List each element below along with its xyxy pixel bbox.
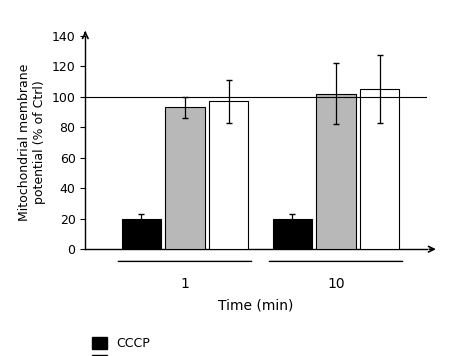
Bar — [316, 94, 356, 249]
Text: 10: 10 — [327, 277, 345, 290]
Legend: CCCP, C5a 100, C3a 1000: CCCP, C5a 100, C3a 1000 — [91, 337, 177, 356]
Bar — [273, 219, 312, 249]
Bar — [165, 107, 205, 249]
Y-axis label: Mitochondrial membrane
potential (% of Ctrl): Mitochondrial membrane potential (% of C… — [18, 64, 46, 221]
Bar — [360, 89, 400, 249]
Text: Time (min): Time (min) — [218, 298, 294, 312]
Text: 1: 1 — [181, 277, 190, 290]
Bar — [209, 101, 248, 249]
Bar — [121, 219, 161, 249]
